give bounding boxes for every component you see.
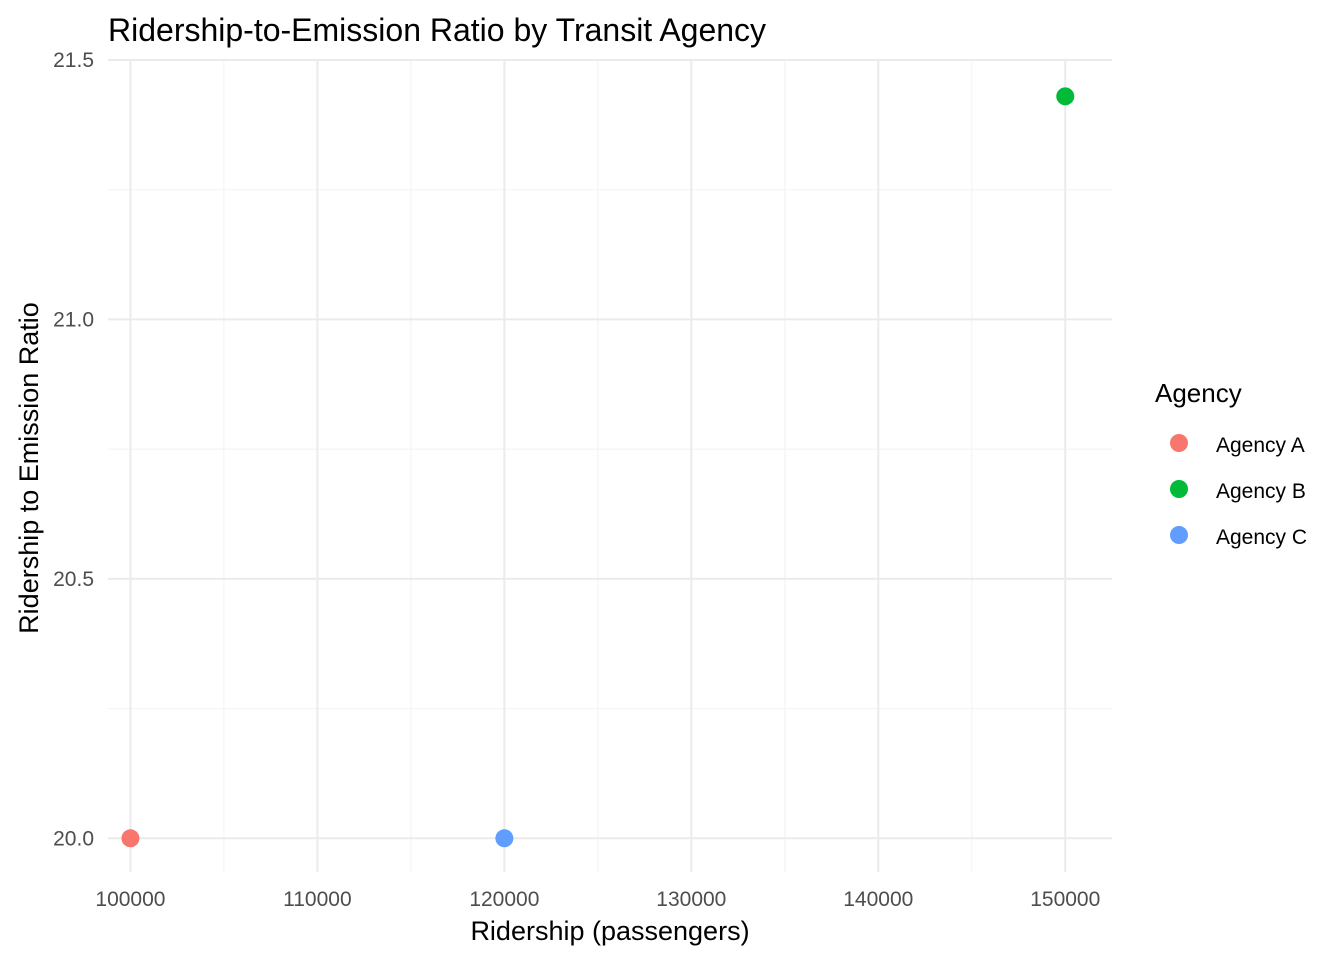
x-tick-label: 140000 [843,888,913,911]
x-axis-tick-labels: 100000 110000 120000 130000 140000 150000 [95,888,1100,911]
legend-label: Agency C [1216,526,1307,549]
legend-key [1170,526,1188,544]
y-axis-tick-labels: 20.0 20.5 21.0 21.5 [53,49,94,850]
legend-key [1170,434,1188,452]
y-tick-label: 21.5 [53,49,94,72]
grid [108,59,1112,872]
legend-label: Agency A [1216,434,1305,457]
legend: Agency Agency A Agency B Agency C [1155,378,1307,549]
data-points [121,87,1075,848]
y-axis-title: Ridership to Emission Ratio [14,302,44,634]
x-tick-label: 110000 [283,888,352,911]
x-tick-label: 100000 [95,888,165,911]
chart-title: Ridership-to-Emission Ratio by Transit A… [108,12,766,48]
x-tick-label: 150000 [1030,888,1100,911]
legend-key [1170,480,1188,498]
data-point-agency-a [121,829,140,848]
y-tick-label: 20.0 [53,827,94,850]
data-point-agency-b [1056,87,1075,106]
legend-label: Agency B [1216,480,1306,503]
y-tick-label: 21.0 [53,308,94,331]
x-tick-label: 120000 [469,888,539,911]
legend-title: Agency [1155,378,1242,408]
x-axis-title: Ridership (passengers) [470,916,749,946]
data-point-agency-c [495,829,514,848]
y-tick-label: 20.5 [53,568,94,591]
x-tick-label: 130000 [656,888,726,911]
